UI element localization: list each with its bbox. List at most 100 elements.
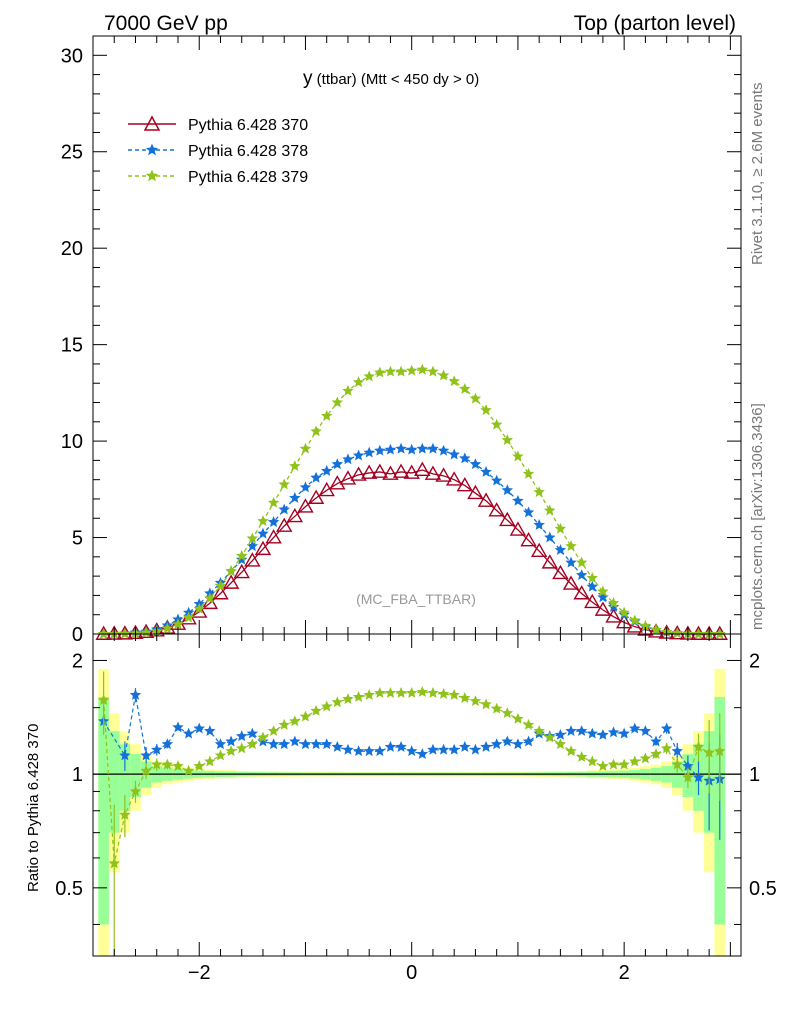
point-370 (594, 601, 612, 616)
main-ytick-label: 0 (72, 624, 83, 646)
point-378 (565, 556, 577, 568)
point-379 (204, 592, 216, 604)
ratio-ylabel: Ratio to Pythia 6.428 370 (25, 724, 42, 892)
point-378 (384, 443, 397, 455)
ratio-point-379 (512, 712, 524, 724)
legend: Pythia 6.428 370 Pythia 6.428 378 Pythia… (128, 115, 308, 186)
point-378 (427, 442, 439, 454)
point-378 (299, 481, 312, 493)
point-379 (692, 628, 705, 639)
point-379 (597, 585, 609, 597)
point-379 (533, 486, 545, 498)
ratio-point-379 (597, 760, 609, 771)
ratio-point-378 (161, 738, 174, 750)
main-ytick-label: 20 (61, 238, 83, 260)
ratio-point-378 (172, 721, 184, 733)
ratio-point-379 (522, 718, 535, 730)
ratio-point-379 (321, 700, 333, 712)
ratio-point-379 (703, 746, 715, 758)
point-378 (512, 494, 524, 506)
point-378 (448, 448, 460, 460)
point-379 (565, 540, 577, 552)
rivet-label: Rivet 3.1.10, ≥ 2.6M events (749, 83, 766, 266)
point-379 (172, 618, 184, 630)
point-379 (289, 460, 301, 472)
ratio-point-378 (618, 727, 630, 739)
series-line-0 (103, 469, 720, 635)
point-370 (626, 618, 643, 633)
point-379 (629, 614, 641, 626)
ratio-point-379 (214, 749, 227, 761)
ratio-point-378 (671, 745, 683, 757)
point-370 (307, 489, 325, 504)
ratio-point-379 (363, 689, 375, 700)
point-378 (352, 449, 365, 461)
legend-label-379: Pythia 6.428 379 (188, 169, 308, 186)
ratio-point-379 (490, 702, 503, 714)
ratio-point-378 (586, 727, 598, 739)
point-379 (161, 622, 174, 634)
point-379 (416, 363, 429, 375)
ratio-point-379 (650, 748, 662, 759)
point-370 (499, 511, 516, 527)
ratio-point-378 (321, 738, 333, 750)
ratio-point-378 (554, 728, 567, 740)
ratio-point-378 (437, 743, 450, 755)
point-378 (289, 492, 301, 503)
main-ytick-label: 5 (72, 528, 83, 550)
legend-star-379 (145, 169, 159, 182)
point-370 (488, 502, 505, 517)
point-370 (424, 465, 442, 480)
ratio-point-379 (607, 758, 620, 770)
ratio-ytick-label-right: 2 (749, 650, 760, 672)
point-379 (607, 597, 620, 608)
point-370 (222, 574, 240, 589)
point-378 (278, 503, 290, 515)
point-379 (331, 396, 344, 408)
plot-title-sub: (ttbar) (Mtt < 450 dy > 0) (313, 71, 480, 88)
point-379 (310, 425, 322, 437)
point-378 (533, 519, 545, 530)
main-ytick-label: 10 (61, 431, 83, 453)
ratio-point-378 (214, 738, 227, 750)
ratio-point-379 (660, 742, 673, 754)
point-378 (586, 580, 598, 592)
ratio-point-378 (151, 743, 163, 755)
ratio-frame (92, 633, 742, 957)
main-ytick-label: 15 (61, 335, 83, 357)
ratio-point-378 (182, 727, 195, 739)
ratio-point-378 (575, 725, 588, 736)
point-379 (490, 418, 503, 430)
ratio-point-378 (660, 722, 673, 734)
point-379 (671, 627, 683, 639)
point-379 (480, 404, 492, 416)
ratio-xtick-label: 2 (619, 962, 630, 984)
ratio-point-379 (544, 731, 556, 743)
ratio-point-379 (586, 755, 598, 767)
main-ytick-label: 25 (61, 142, 83, 164)
point-370 (191, 603, 208, 618)
ratio-point-379 (257, 731, 269, 743)
ratio-point-378 (331, 741, 344, 752)
ratio-point-379 (129, 785, 142, 797)
ratio-point-378 (278, 738, 290, 750)
point-370 (244, 552, 261, 567)
plot-title: y (ttbar) (Mtt < 450 dy > 0) (303, 68, 479, 89)
ratio-point-378 (607, 726, 620, 738)
ratio-point-379 (246, 738, 259, 750)
ratio-point-378 (395, 741, 407, 752)
ratio-point-378 (565, 725, 577, 736)
point-370 (552, 564, 569, 580)
ratio-point-379 (193, 760, 205, 771)
point-370 (509, 521, 527, 536)
ratio-point-379 (182, 764, 195, 776)
ratio-point-379 (151, 758, 163, 770)
point-378 (544, 531, 556, 543)
band-green (108, 731, 120, 833)
point-379 (236, 549, 248, 561)
ratio-point-378 (236, 730, 248, 742)
point-379 (469, 392, 482, 404)
point-370 (414, 461, 431, 476)
point-370 (403, 464, 420, 479)
